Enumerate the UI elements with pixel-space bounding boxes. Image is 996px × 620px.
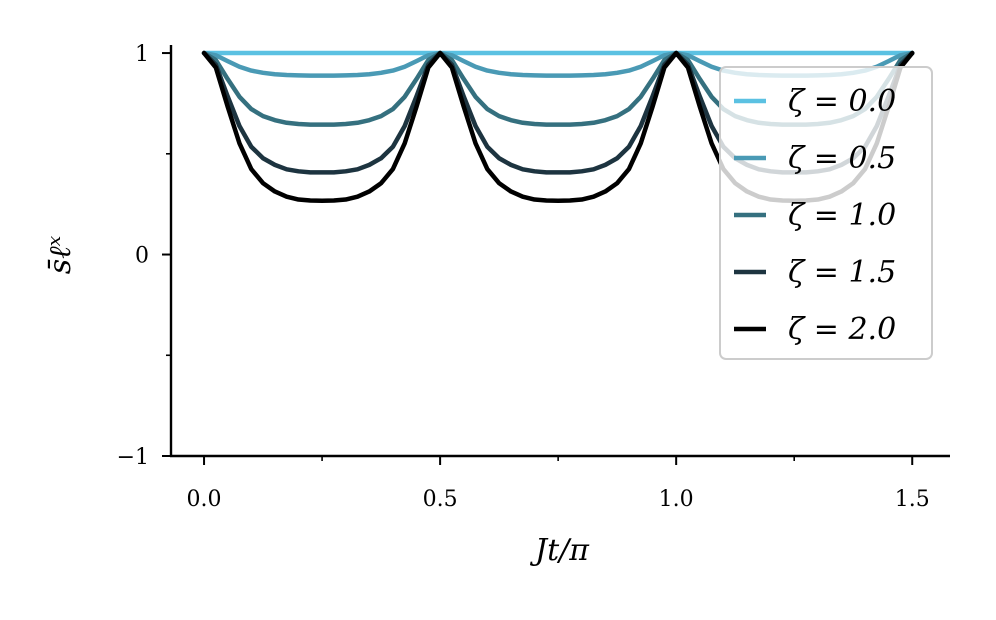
x-tick-label: 1.5 bbox=[895, 487, 930, 512]
x-tick-label: 1.0 bbox=[659, 487, 694, 512]
x-tick-label: 0.0 bbox=[187, 487, 222, 512]
legend-label: ζ = 0.0 bbox=[788, 84, 896, 119]
y-tick-label: −1 bbox=[117, 445, 149, 470]
axes: 0.0 0.5 1.0 1.5 −1 0 1 bbox=[117, 42, 950, 512]
y-tick-label: 1 bbox=[135, 42, 149, 67]
legend-label: ζ = 1.0 bbox=[788, 198, 896, 233]
x-tick-label: 0.5 bbox=[423, 487, 458, 512]
legend-box bbox=[719, 66, 933, 360]
legend-label: ζ = 0.5 bbox=[788, 141, 896, 176]
y-axis-label: s̄ℓˣ bbox=[43, 235, 78, 274]
x-axis-label: Jt/π bbox=[529, 533, 590, 568]
legend-label: ζ = 2.0 bbox=[788, 312, 896, 347]
legend-label: ζ = 1.5 bbox=[788, 255, 896, 290]
y-tick-label: 0 bbox=[135, 244, 149, 269]
legend: ζ = 0.0 ζ = 0.5 ζ = 1.0 ζ = 1.5 ζ = 2.0 bbox=[719, 66, 933, 360]
